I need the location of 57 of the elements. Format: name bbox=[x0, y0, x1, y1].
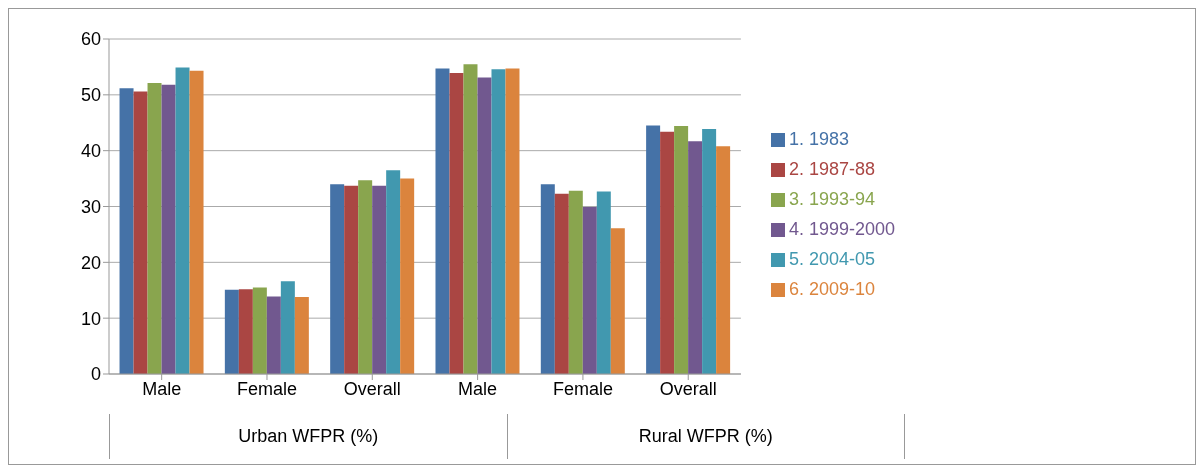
legend-label: 5. 2004-05 bbox=[788, 249, 875, 269]
text: Urban WFPR (%) bbox=[109, 414, 507, 459]
legend-label: 2. 1987-88 bbox=[788, 159, 875, 179]
legend-label: 6. 2009-10 bbox=[788, 279, 875, 299]
x-tick-label: Male bbox=[458, 378, 498, 399]
bar bbox=[674, 126, 689, 374]
bar bbox=[688, 141, 703, 374]
bar bbox=[582, 207, 597, 374]
text: Rural WFPR (%) bbox=[506, 414, 905, 459]
bar bbox=[505, 68, 520, 374]
bar bbox=[175, 67, 190, 374]
bar bbox=[238, 289, 253, 374]
bar bbox=[133, 91, 148, 374]
bar bbox=[119, 88, 134, 374]
bar bbox=[449, 73, 464, 374]
bar bbox=[568, 190, 583, 374]
y-tick-label: 0 bbox=[90, 364, 101, 385]
legend-label: 3. 1993-94 bbox=[788, 189, 875, 209]
y-tick-label: 10 bbox=[80, 308, 101, 329]
bar bbox=[161, 84, 176, 374]
bar bbox=[147, 83, 162, 374]
bar bbox=[330, 184, 345, 374]
x-tick-label: Male bbox=[142, 378, 182, 399]
bar bbox=[660, 131, 675, 374]
x-tick-label: Female bbox=[552, 378, 613, 399]
bar bbox=[435, 68, 450, 374]
bar bbox=[294, 296, 309, 374]
bar bbox=[610, 228, 625, 374]
bar bbox=[463, 64, 478, 374]
y-tick-label: 50 bbox=[80, 85, 101, 106]
y-tick-label: 30 bbox=[80, 196, 101, 217]
y-tick-label: 20 bbox=[80, 252, 101, 273]
bar bbox=[344, 185, 359, 374]
bar bbox=[280, 281, 295, 374]
bar bbox=[386, 170, 401, 374]
x-tick-label: Overall bbox=[343, 378, 401, 399]
bar bbox=[702, 128, 717, 374]
bar bbox=[491, 69, 506, 374]
y-tick-label: 40 bbox=[80, 141, 101, 162]
bar bbox=[477, 77, 492, 374]
bar bbox=[252, 287, 267, 374]
bar bbox=[646, 125, 661, 374]
legend-label: 1. 1983 bbox=[788, 129, 849, 149]
bar bbox=[540, 184, 555, 374]
bar bbox=[266, 296, 281, 374]
y-tick-label: 60 bbox=[80, 29, 101, 50]
bar bbox=[716, 146, 731, 374]
bar bbox=[554, 193, 569, 374]
x-tick-label: Overall bbox=[659, 378, 717, 399]
bar bbox=[372, 185, 387, 374]
x-tick-label: Female bbox=[236, 378, 297, 399]
bar bbox=[224, 289, 239, 374]
legend-label: 4. 1999-2000 bbox=[788, 219, 895, 239]
bar bbox=[400, 178, 415, 374]
bar bbox=[596, 191, 611, 374]
bar bbox=[358, 180, 373, 374]
bar bbox=[189, 70, 204, 374]
